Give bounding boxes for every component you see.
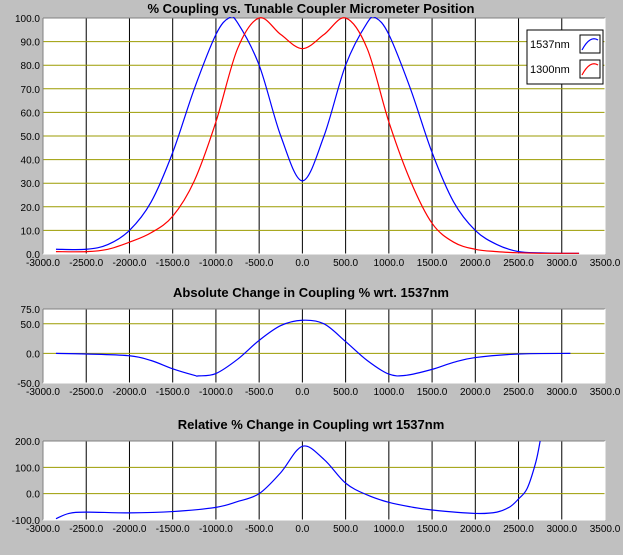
y-tick-label: 75.0	[21, 305, 41, 316]
plot-area	[43, 309, 605, 383]
x-tick-label: -3000.0	[26, 387, 60, 398]
x-tick-label: -2500.0	[69, 387, 103, 398]
y-tick-label: 20.0	[21, 203, 41, 214]
x-tick-label: 3500.0	[590, 258, 621, 269]
legend-sample-line	[581, 38, 599, 51]
series-line-1300nm	[55, 17, 580, 254]
series-line-series-1	[55, 319, 571, 377]
legend-label: 1537nm	[530, 39, 570, 51]
x-tick-label: 3000.0	[546, 524, 577, 535]
x-tick-label: 3500.0	[590, 387, 621, 398]
x-tick-label: 1500.0	[417, 524, 448, 535]
y-tick-label: 40.0	[21, 156, 41, 167]
legend-label: 1300nm	[530, 64, 570, 76]
y-tick-label: 70.0	[21, 85, 41, 96]
x-tick-label: 0.0	[295, 387, 309, 398]
y-tick-label: 90.0	[21, 38, 41, 49]
x-tick-label: 2000.0	[460, 524, 491, 535]
x-tick-label: 1000.0	[374, 258, 405, 269]
x-tick-label: 2500.0	[503, 258, 534, 269]
y-tick-label: -50.0	[17, 379, 40, 390]
x-tick-label: -500.0	[245, 258, 274, 269]
y-tick-label: 0.0	[26, 250, 40, 261]
x-tick-label: -1000.0	[199, 258, 233, 269]
x-tick-label: -500.0	[245, 387, 274, 398]
y-tick-label: 80.0	[21, 61, 41, 72]
x-tick-label: 500.0	[333, 387, 358, 398]
y-tick-label: 60.0	[21, 108, 41, 119]
y-tick-label: 100.0	[15, 463, 40, 474]
chart-title: % Coupling vs. Tunable Coupler Micromete…	[148, 1, 475, 16]
x-tick-label: -500.0	[245, 524, 274, 535]
x-tick-label: -2000.0	[113, 258, 147, 269]
x-tick-label: 500.0	[333, 524, 358, 535]
chart-title: Absolute Change in Coupling % wrt. 1537n…	[173, 285, 449, 300]
x-tick-label: 2000.0	[460, 258, 491, 269]
x-tick-label: -1000.0	[199, 524, 233, 535]
x-tick-label: -3000.0	[26, 258, 60, 269]
x-tick-label: -2000.0	[113, 387, 147, 398]
x-tick-label: 1500.0	[417, 387, 448, 398]
chart-title: Relative % Change in Coupling wrt 1537nm	[178, 417, 445, 432]
x-tick-label: -3000.0	[26, 524, 60, 535]
y-tick-label: 50.0	[21, 320, 41, 331]
x-tick-label: 1500.0	[417, 258, 448, 269]
x-tick-label: 1000.0	[374, 524, 405, 535]
x-tick-label: 3000.0	[546, 258, 577, 269]
y-tick-label: 0.0	[26, 490, 40, 501]
chart-panel-2: Absolute Change in Coupling % wrt. 1537n…	[17, 285, 621, 398]
x-tick-label: -1500.0	[156, 258, 190, 269]
series-line-series-1	[55, 440, 541, 520]
y-tick-label: 50.0	[21, 132, 41, 143]
chart-panel-1: % Coupling vs. Tunable Coupler Micromete…	[15, 1, 621, 269]
x-tick-label: 0.0	[295, 258, 309, 269]
x-tick-label: 0.0	[295, 524, 309, 535]
legend-swatch	[579, 59, 601, 79]
legend: 1537nm 1300nm	[526, 29, 604, 85]
chart-panel-3: Relative % Change in Coupling wrt 1537nm…	[12, 417, 621, 535]
x-tick-label: -1500.0	[156, 387, 190, 398]
y-tick-label: 100.0	[15, 14, 40, 25]
x-tick-label: -2000.0	[113, 524, 147, 535]
x-tick-label: 2500.0	[503, 524, 534, 535]
x-tick-label: 500.0	[333, 258, 358, 269]
y-tick-label: 200.0	[15, 437, 40, 448]
x-tick-label: -2500.0	[69, 258, 103, 269]
x-tick-label: 3500.0	[590, 524, 621, 535]
x-tick-label: -1500.0	[156, 524, 190, 535]
y-tick-label: 10.0	[21, 226, 41, 237]
legend-swatch	[579, 34, 601, 54]
y-tick-label: 0.0	[26, 349, 40, 360]
plot-area	[43, 441, 605, 520]
x-tick-label: 2000.0	[460, 387, 491, 398]
x-tick-label: 3000.0	[546, 387, 577, 398]
y-tick-label: -100.0	[12, 516, 41, 527]
legend-sample-line	[581, 63, 599, 76]
x-tick-label: -1000.0	[199, 387, 233, 398]
x-tick-label: -2500.0	[69, 524, 103, 535]
x-tick-label: 1000.0	[374, 387, 405, 398]
y-tick-label: 30.0	[21, 179, 41, 190]
series-line-1537nm	[55, 17, 580, 254]
x-tick-label: 2500.0	[503, 387, 534, 398]
